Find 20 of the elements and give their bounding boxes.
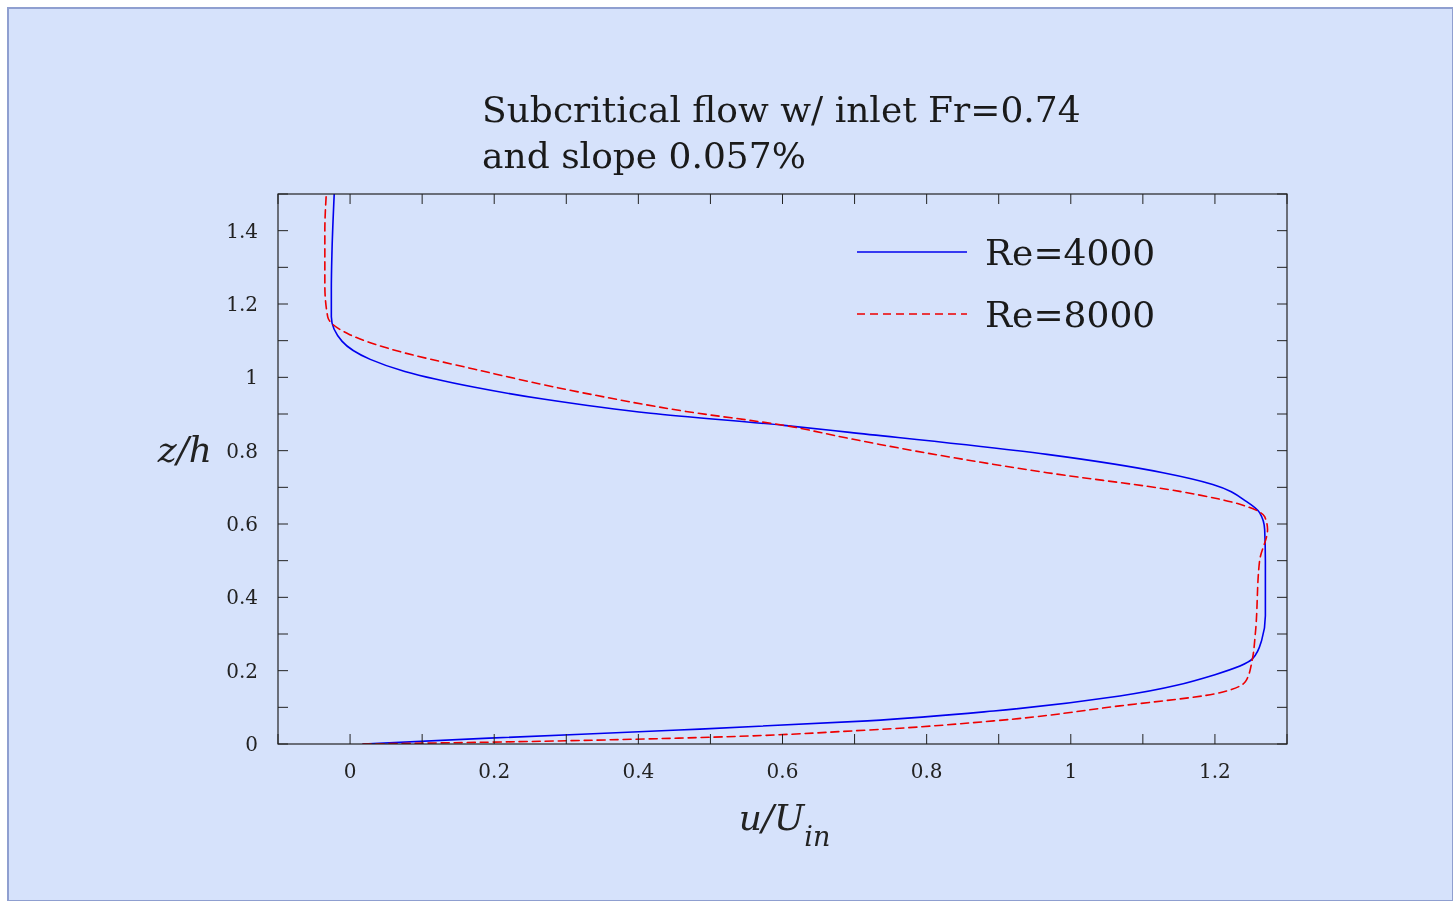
x-tick-label: 0.4 — [622, 759, 655, 783]
y-tick-label: 0.6 — [226, 512, 258, 536]
y-tick-label: 0.8 — [226, 438, 258, 463]
y-tick-label: 0 — [245, 732, 258, 756]
x-tick-label: 0.8 — [910, 759, 943, 783]
y-tick-label: 0.4 — [226, 585, 258, 610]
x-tick-label: 0.6 — [766, 759, 799, 783]
y-tick-label: 1.2 — [226, 292, 258, 316]
legend-label: Re=4000 — [985, 232, 1156, 273]
legend-label: Re=8000 — [985, 294, 1156, 335]
chart-title: Subcritical flow w/ inlet Fr=0.74 and slope 0.057% — [482, 89, 1081, 176]
y-tick-label: 1 — [245, 365, 258, 390]
y-tick-label: 0.2 — [226, 658, 258, 683]
y-axis-title: z/h — [156, 429, 212, 470]
y-tick-label: 1.4 — [226, 218, 258, 243]
x-tick-label: 0.2 — [478, 759, 511, 783]
x-tick-label: 1.2 — [1199, 759, 1231, 783]
x-axis-title: u/U$_{in}$ — [738, 797, 831, 852]
x-tick-label: 0 — [343, 759, 357, 783]
x-tick-label: 1 — [1064, 759, 1078, 783]
